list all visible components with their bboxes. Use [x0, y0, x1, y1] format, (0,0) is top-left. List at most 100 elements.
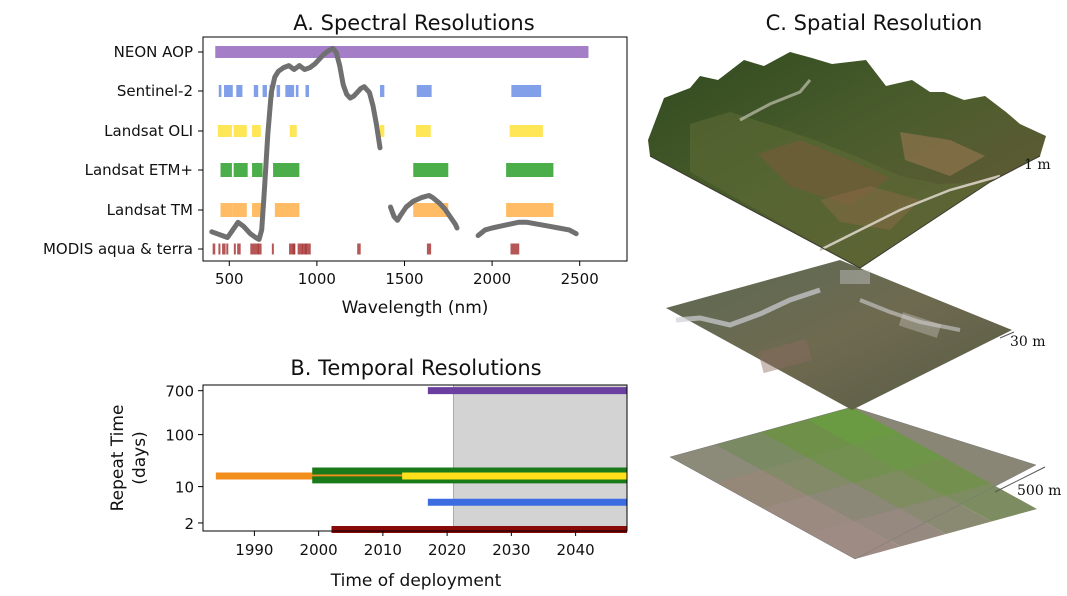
landsat-tm-band-2: [252, 203, 263, 217]
landsat-oli-band-3: [252, 125, 261, 137]
landsat-tm-band-1: [232, 203, 247, 217]
year-tick-label-2030: 2030: [492, 541, 530, 559]
landsat-etm-band-4: [413, 163, 449, 177]
landsat-oli-band-2: [233, 125, 247, 137]
repeat-time-axis-unit: (days): [130, 431, 150, 484]
sentinel-2-band-10: [379, 85, 385, 97]
modis-aqua-terra-band-15: [357, 243, 361, 255]
spectral-bands: [212, 46, 589, 255]
coarse-pixel-1-1: [761, 457, 854, 496]
layer-500m-image: [669, 406, 1037, 560]
sentinel-2-band-7: [285, 85, 295, 97]
sentinel-2-band-11: [416, 85, 432, 97]
coarse-pixel-0-3: [808, 521, 901, 559]
year-tick-label-1990: 1990: [235, 541, 273, 559]
layer-30m-image: [666, 260, 1012, 410]
sensor-label-modis-aqua-terra: MODIS aqua & terra: [43, 240, 193, 258]
temporal-chart-title: B. Temporal Resolutions: [290, 356, 541, 380]
coarse-pixel-3-0: [806, 407, 899, 445]
sensor-labels: NEON AOP Sentinel-2 Landsat OLI Landsat ETM…: [43, 43, 203, 258]
modis-aqua-terra-band-7: [257, 243, 260, 255]
coarse-pixel-2-2: [853, 470, 946, 509]
sensor-label-landsat-etm: Landsat ETM+: [85, 161, 193, 179]
landsat-tm-band-0: [220, 203, 233, 217]
landsat-etm-band-1: [233, 163, 248, 177]
sentinel-2-band-6: [276, 85, 281, 97]
wavelength-axis-label: Wavelength (nm): [342, 298, 489, 318]
coarse-pixel-3-3: [945, 483, 1037, 522]
year-tick-label-2040: 2040: [557, 541, 595, 559]
coarse-pixel-3-2: [899, 458, 991, 496]
landsat-tm-band-5: [506, 203, 554, 217]
sentinel-2-band-8: [295, 85, 299, 97]
sensor-label-neon-aop: NEON AOP: [114, 43, 193, 61]
modis-aqua-terra-band-11: [292, 243, 296, 255]
repeat-tick-label-2: 2: [184, 515, 194, 533]
modis-aqua-terra-band-14: [304, 243, 307, 255]
deployment-axis-label: Time of deployment: [330, 571, 502, 591]
modis-aqua-terra-band-16: [426, 243, 432, 255]
spatial-panel-title: C. Spatial Resolution: [766, 11, 983, 35]
repeat-tick-label-100: 100: [165, 427, 194, 445]
landsat-oli-band-4: [289, 125, 297, 137]
temporal-series: [215, 387, 627, 533]
future-shaded-region: [453, 384, 628, 532]
coarse-pixel-3-1: [852, 432, 945, 471]
year-tick-label-2000: 2000: [300, 541, 338, 559]
reflectance-spectrum: [209, 45, 579, 242]
sensor-label-landsat-tm: Landsat TM: [107, 201, 193, 219]
landsat-etm-band-0: [220, 163, 232, 177]
landsat-oli-band-0: [217, 125, 221, 137]
layer-30m-scale-line: [999, 331, 1015, 339]
spectrum-segment-1: [388, 193, 460, 231]
modis-aqua-terra-band-0: [212, 243, 216, 255]
landsat-tm-band-3: [274, 203, 300, 217]
spectrum-segment-2: [475, 219, 579, 239]
wavelength-tick-label-1000: 1000: [298, 270, 336, 288]
modis-aqua-terra-band-12: [297, 243, 303, 255]
sentinel-2-band-1: [224, 85, 233, 97]
modis-aqua-terra-band-5: [237, 243, 241, 255]
landsat-oli-band-1: [220, 125, 232, 137]
modis-aqua-terra-band-1: [218, 243, 221, 255]
landsat-oli-band-5: [379, 125, 385, 137]
modis-aqua-terra-band-17: [510, 243, 520, 255]
year-tick-label-2020: 2020: [428, 541, 466, 559]
sentinel-2-band-4: [262, 85, 267, 97]
repeat-tick-label-10: 10: [175, 479, 194, 497]
landsat-etm-band-3: [273, 163, 300, 177]
year-ticks: 1990 2000 2010 2020 2030 2040: [235, 531, 595, 559]
modis-aqua-terra-band-2: [222, 243, 226, 255]
modis-aqua-terra-band-4: [233, 243, 236, 255]
coarse-pixel-0-2: [762, 495, 855, 534]
temporal-plot-frame: [202, 384, 628, 532]
modis-aqua-terra-band-3: [226, 243, 229, 255]
coarse-pixel-0-0: [670, 444, 762, 483]
sentinel-2-band-3: [253, 85, 259, 97]
coarse-pixel-0-1: [716, 470, 808, 508]
layer-500m-scale-line: [994, 466, 1046, 493]
landsat-etm-band-2: [252, 163, 263, 177]
coarse-pixel-1-3: [854, 508, 946, 547]
spectral-chart-title: A. Spectral Resolutions: [293, 11, 534, 35]
wavelength-tick-label-500: 500: [215, 270, 244, 288]
year-tick-label-2010: 2010: [364, 541, 402, 559]
sentinel-2-band-2: [236, 85, 243, 97]
spectrum-segment-0: [209, 45, 383, 242]
future-period-shade: [453, 384, 628, 532]
sensor-label-landsat-oli: Landsat OLI: [104, 122, 193, 140]
temporal-resolutions-panel: B. Temporal Resolutions 1990 2000 2010 2020…: [108, 356, 628, 591]
coarse-pixel-2-3: [899, 496, 992, 534]
wavelength-tick-label-1500: 1500: [385, 270, 423, 288]
sentinel-2-band-9: [305, 85, 309, 97]
coarse-pixel-2-1: [807, 445, 899, 483]
sentinel-2-band-0: [218, 85, 222, 97]
repeat-time-ticks: 2 10 100 700: [165, 383, 203, 533]
modis-aqua-terra-band-8: [259, 243, 262, 255]
landsat-oli-band-6: [415, 125, 431, 137]
layer-1m-label: 1 m: [1024, 157, 1051, 173]
spectral-plot-frame: [202, 36, 628, 262]
wavelength-tick-label-2500: 2500: [561, 270, 599, 288]
layer-1m-image: [648, 52, 1046, 269]
